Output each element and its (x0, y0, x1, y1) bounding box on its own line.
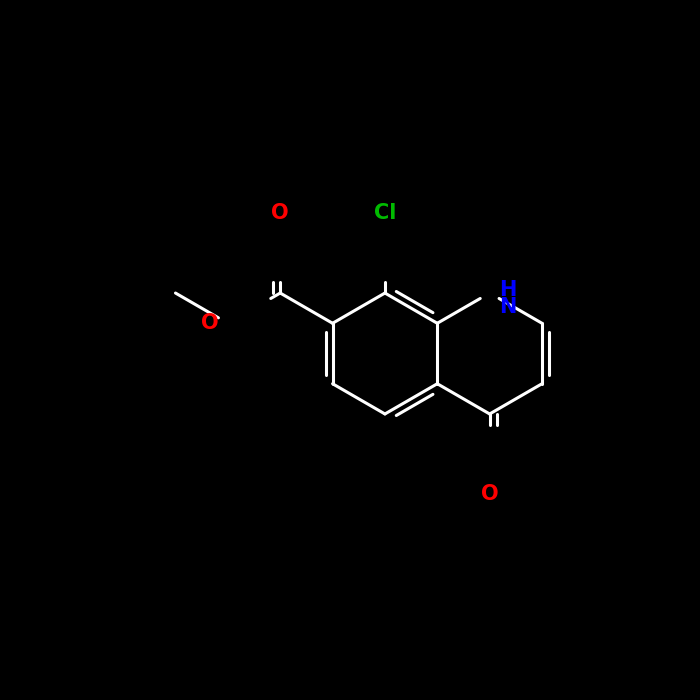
Text: H: H (499, 280, 517, 300)
Text: Cl: Cl (374, 203, 396, 223)
Text: N: N (499, 297, 517, 316)
Text: O: O (272, 203, 289, 223)
Text: O: O (481, 484, 498, 504)
Text: O: O (200, 314, 218, 333)
